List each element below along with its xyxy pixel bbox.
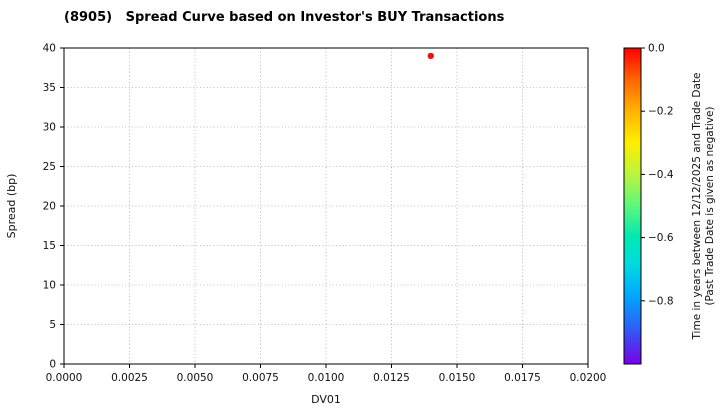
x-tick-label: 0.0200 bbox=[570, 372, 607, 384]
y-tick-label: 10 bbox=[43, 280, 56, 292]
y-axis: 0 5 10 15 20 25 30 35 40 bbox=[43, 43, 64, 371]
y-axis-label: Spread (bp) bbox=[5, 174, 18, 239]
colorbar-tick-label: −0.6 bbox=[648, 232, 674, 244]
x-tick-label: 0.0000 bbox=[46, 372, 83, 384]
x-tick-label: 0.0075 bbox=[242, 372, 279, 384]
y-tick-label: 30 bbox=[43, 122, 56, 134]
colorbar-axis: 0.0 −0.2 −0.4 −0.6 −0.8 bbox=[641, 43, 674, 307]
colorbar bbox=[623, 47, 642, 365]
y-tick-label: 15 bbox=[43, 240, 56, 252]
x-axis-label: DV01 bbox=[311, 393, 341, 406]
colorbar-label-line2: (Past Trade Date is given as negative) bbox=[704, 106, 716, 305]
colorbar-tick-label: 0.0 bbox=[648, 43, 665, 55]
y-tick-label: 0 bbox=[49, 359, 56, 371]
data-points bbox=[427, 52, 434, 60]
x-tick-label: 0.0125 bbox=[373, 372, 410, 384]
x-tick-label: 0.0175 bbox=[504, 372, 541, 384]
colorbar-label-line1: Time in years between 12/12/2025 and Tra… bbox=[691, 72, 703, 340]
x-tick-label: 0.0150 bbox=[439, 372, 476, 384]
y-tick-label: 5 bbox=[49, 319, 56, 331]
data-point bbox=[427, 52, 434, 60]
x-tick-label: 0.0100 bbox=[308, 372, 345, 384]
y-tick-label: 35 bbox=[43, 82, 56, 94]
y-tick-label: 40 bbox=[43, 43, 56, 55]
y-tick-label: 25 bbox=[43, 161, 56, 173]
colorbar-tick-label: −0.8 bbox=[648, 295, 674, 307]
y-tick-label: 20 bbox=[43, 201, 56, 213]
x-axis: 0.0000 0.0025 0.0050 0.0075 0.0100 0.0125 0.01… bbox=[46, 364, 607, 384]
chart-title: (8905) Spread Curve based on Investor's … bbox=[64, 10, 505, 25]
colorbar-tick-label: −0.2 bbox=[648, 106, 674, 118]
x-tick-label: 0.0025 bbox=[111, 372, 148, 384]
colorbar-tick-label: −0.4 bbox=[648, 169, 674, 181]
x-tick-label: 0.0050 bbox=[177, 372, 214, 384]
